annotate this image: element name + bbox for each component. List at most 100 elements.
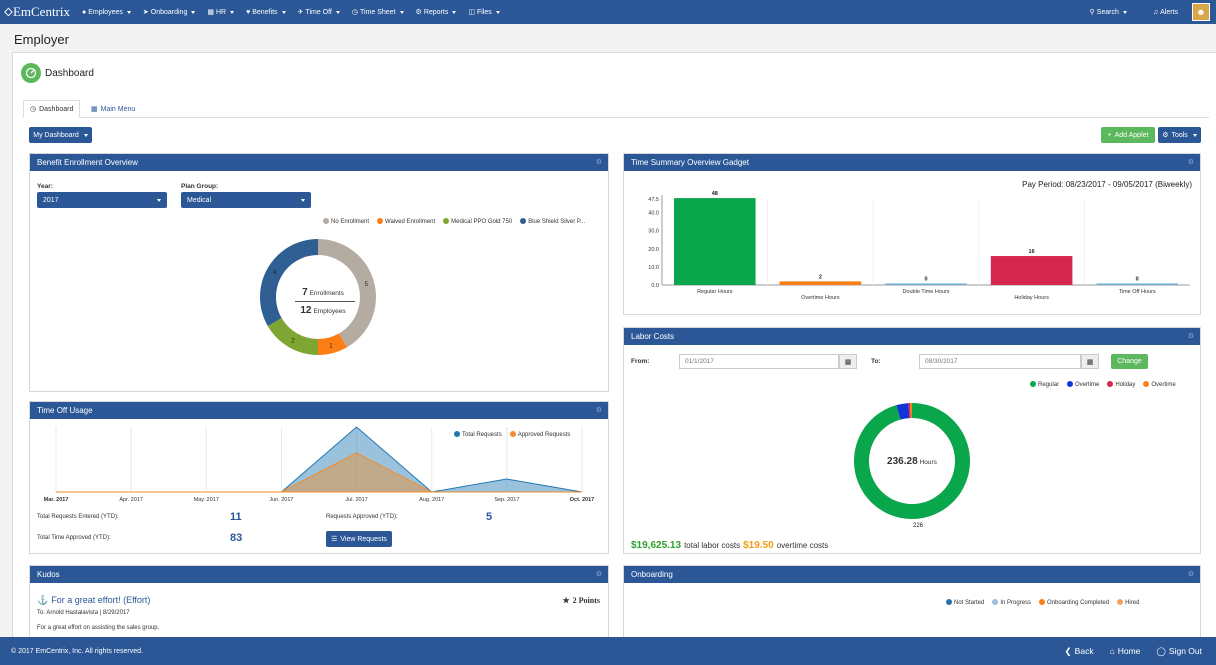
- requests-approved-label: Requests Approved (YTD):: [326, 514, 398, 520]
- change-button[interactable]: Change: [1111, 354, 1148, 369]
- caret-icon: [230, 10, 235, 14]
- legend-item[interactable]: No Enrollment: [323, 218, 369, 225]
- view-requests-button[interactable]: ☰ View Requests: [326, 531, 392, 547]
- settings-icon[interactable]: ⚙: [595, 571, 602, 578]
- caret-icon: [157, 199, 161, 202]
- to-date-input[interactable]: 08/30/2017: [919, 354, 1081, 369]
- legend-item[interactable]: Hired: [1117, 599, 1139, 606]
- plane-icon: ✈: [297, 9, 304, 16]
- settings-icon[interactable]: ⚙: [595, 159, 602, 166]
- nav-benefits[interactable]: ♥ Benefits: [246, 8, 286, 16]
- kudos-panel-title: Kudos: [37, 570, 60, 579]
- tools-button[interactable]: ⚙ Tools: [1158, 127, 1201, 143]
- my-dashboard-button[interactable]: My Dashboard: [29, 127, 92, 143]
- x-tick-label: Jun. 2017: [269, 497, 293, 503]
- add-applet-label: Add Applet: [1114, 131, 1149, 139]
- nav-reports[interactable]: ⚙ Reports: [416, 8, 457, 16]
- time-summary-bar-chart: 0.0 10.0 20.0 30.0 40.0 47.5 48 Regular Hours 2 O…: [648, 191, 1190, 301]
- year-select[interactable]: 2017: [37, 192, 167, 208]
- bar-value-label: 0: [924, 277, 927, 283]
- bar-value-label: 0: [1136, 277, 1139, 283]
- settings-icon[interactable]: ⚙: [1187, 333, 1194, 340]
- legend-item[interactable]: Not Started: [946, 599, 984, 606]
- tab-main-menu[interactable]: ▦ Main Menu: [85, 100, 141, 118]
- time-off-panel-title: Time Off Usage: [37, 406, 93, 415]
- nav-employees[interactable]: ● Employees: [82, 9, 131, 16]
- plan-group-label: Plan Group:: [181, 183, 219, 190]
- legend-swatch: [992, 599, 999, 605]
- total-requests-label: Total Requests Entered (YTD):: [37, 514, 119, 520]
- from-calendar-button[interactable]: ▦: [839, 354, 857, 369]
- nav-files[interactable]: ◫ Files: [468, 8, 500, 16]
- legend-label: Overtime: [1075, 382, 1100, 388]
- legend-item[interactable]: Holiday: [1107, 381, 1135, 388]
- top-navbar: EmCentrix ● Employees ➤ Onboarding ▦ HR ♥ Be…: [0, 0, 1216, 24]
- donut-slice: [908, 403, 911, 419]
- settings-icon[interactable]: ⚙: [595, 407, 602, 414]
- legend-item[interactable]: Overtime: [1143, 381, 1176, 388]
- legend-item[interactable]: Medical PPO Gold 750: [443, 218, 512, 225]
- nav-time-sheet[interactable]: ◷ Time Sheet: [352, 8, 404, 16]
- overtime-cost: $19.50: [743, 540, 774, 551]
- avatar[interactable]: ☻: [1192, 3, 1210, 21]
- add-applet-button[interactable]: + Add Applet: [1101, 127, 1155, 143]
- chevron-left-icon: ❮: [1064, 645, 1072, 656]
- legend-label: Holiday: [1115, 382, 1136, 388]
- legend-item[interactable]: Total Requests: [454, 431, 502, 438]
- hr-icon: ▦: [207, 9, 214, 16]
- reports-icon: ⚙: [415, 9, 422, 16]
- legend-item[interactable]: Blue Shield Silver P...: [520, 218, 585, 225]
- slice-label: 1: [329, 343, 333, 349]
- legend-item[interactable]: Waived Enrollment: [377, 218, 435, 225]
- nav-files-label: Files: [476, 8, 492, 16]
- brand-logo[interactable]: EmCentrix: [0, 4, 70, 20]
- benefit-panel-title: Benefit Enrollment Overview: [37, 158, 138, 167]
- bar-value-label: 48: [712, 191, 718, 197]
- time-off-panel: Time Off Usage ⚙ Total Requests Approved R…: [29, 401, 609, 554]
- legend-item[interactable]: Onboarding Completed: [1039, 599, 1109, 606]
- legend-item[interactable]: Regular: [1030, 381, 1059, 388]
- kudos-points: ★ 2 Points: [562, 596, 600, 605]
- settings-icon[interactable]: ⚙: [1187, 159, 1194, 166]
- sign-out-link[interactable]: ◯ Sign Out: [1156, 646, 1202, 657]
- x-tick-label: Sep. 2017: [494, 497, 519, 503]
- time-off-legend: Total Requests Approved Requests: [454, 431, 570, 438]
- pay-period: Pay Period: 08/23/2017 - 09/05/2017 (Biw…: [1022, 180, 1192, 189]
- back-link[interactable]: ❮ Back: [1065, 646, 1094, 657]
- grid-icon: ▦: [91, 106, 98, 113]
- kudos-points-value: 2 Points: [572, 596, 600, 605]
- legend-item[interactable]: In Progress: [992, 599, 1031, 606]
- donut-divider: [295, 301, 355, 302]
- legend-swatch: [323, 218, 329, 224]
- to-calendar-button[interactable]: ▦: [1081, 354, 1099, 369]
- tab-dashboard[interactable]: ◷ Dashboard: [23, 100, 81, 118]
- legend-swatch: [1143, 381, 1150, 387]
- nav-alerts[interactable]: ♫ Alerts: [1153, 9, 1178, 16]
- kudos-item-title[interactable]: ⚓ For a great effort! (Effort): [37, 595, 150, 606]
- legend-swatch: [454, 431, 460, 437]
- x-tick-label: Double Time Hours: [902, 289, 949, 295]
- legend-label: Overtime: [1151, 382, 1176, 388]
- legend-swatch: [377, 218, 384, 224]
- legend-item[interactable]: Approved Requests: [509, 431, 570, 438]
- benefit-legend: No Enrollment Waived Enrollment Medical PP…: [323, 218, 585, 225]
- nav-hr[interactable]: ▦ HR: [207, 8, 235, 16]
- settings-icon[interactable]: ⚙: [1187, 571, 1194, 578]
- back-label: Back: [1074, 646, 1094, 656]
- legend-item[interactable]: Overtime: [1067, 381, 1099, 388]
- nav-time-off[interactable]: ✈ Time Off: [298, 8, 340, 16]
- nav-search[interactable]: ⚲ Search: [1090, 8, 1127, 16]
- from-label: From:: [631, 358, 650, 365]
- nav-onboarding[interactable]: ➤ Onboarding: [142, 8, 196, 16]
- labor-costs-panel: Labor Costs ⚙ From: 01/1/2017 ▦ To: 08/30…: [623, 327, 1201, 554]
- view-requests-label: View Requests: [340, 535, 387, 543]
- rocket-icon: ➤: [142, 9, 149, 16]
- caret-icon: [301, 199, 305, 202]
- employees-summary: 12 Employees: [288, 305, 358, 316]
- legend-label: Hired: [1125, 600, 1140, 606]
- from-date-input[interactable]: 01/1/2017: [679, 354, 839, 369]
- legend-label: Regular: [1038, 382, 1060, 388]
- plan-group-select[interactable]: Medical: [181, 192, 311, 208]
- home-link[interactable]: ⌂ Home: [1110, 646, 1141, 657]
- heart-icon: ♥: [246, 8, 251, 16]
